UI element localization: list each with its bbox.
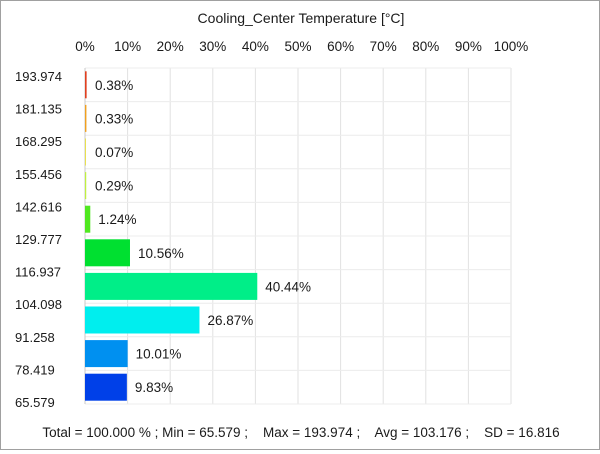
x-tick-label: 40% bbox=[242, 39, 269, 54]
data-label: 9.83% bbox=[135, 380, 173, 395]
bin-edge-label: 181.135 bbox=[15, 102, 62, 117]
bar bbox=[85, 172, 87, 200]
x-tick-label: 10% bbox=[114, 39, 141, 54]
bin-edge-label: 78.419 bbox=[15, 362, 55, 377]
x-tick-label: 30% bbox=[199, 39, 226, 54]
bar bbox=[85, 306, 200, 334]
x-tick-label: 100% bbox=[494, 39, 529, 54]
data-label: 0.29% bbox=[95, 179, 133, 194]
bar bbox=[85, 373, 127, 401]
data-label: 10.56% bbox=[138, 246, 184, 261]
data-label: 1.24% bbox=[98, 212, 136, 227]
x-tick-label: 70% bbox=[370, 39, 397, 54]
x-tick-labels: 0% 10% 20% 30% 40% 50% 60% 70% 80% 90% 100% bbox=[75, 39, 528, 54]
data-label: 0.33% bbox=[95, 111, 133, 126]
bin-edge-label: 116.937 bbox=[15, 265, 61, 280]
bar bbox=[85, 340, 128, 368]
x-tick-label: 50% bbox=[284, 39, 311, 54]
bin-edge-label: 142.616 bbox=[15, 199, 62, 214]
bars bbox=[85, 71, 258, 401]
x-tick-label: 0% bbox=[75, 39, 95, 54]
bar bbox=[85, 71, 87, 99]
bin-edge-label: 65.579 bbox=[15, 395, 55, 410]
data-labels: 0.38% 0.33% 0.07% 0.29% 1.24% 10.56% 40.44% 26.… bbox=[95, 78, 311, 395]
x-tick-label: 20% bbox=[157, 39, 184, 54]
chart-title: Cooling_Center Temperature [°C] bbox=[198, 10, 405, 26]
bar bbox=[85, 205, 91, 233]
y-bin-labels: 193.974 181.135 168.295 155.456 142.616 129.7… bbox=[15, 69, 62, 410]
x-tick-label: 60% bbox=[327, 39, 354, 54]
data-label: 0.07% bbox=[95, 145, 133, 160]
bar bbox=[85, 138, 86, 166]
bin-edge-label: 91.258 bbox=[15, 330, 55, 345]
summary-footer: Total = 100.000 % ; Min = 65.579 ; Max =… bbox=[42, 425, 559, 440]
data-label: 10.01% bbox=[136, 347, 182, 362]
data-label: 26.87% bbox=[207, 313, 253, 328]
x-tick-label: 90% bbox=[455, 39, 482, 54]
bin-edge-label: 168.295 bbox=[15, 134, 62, 149]
bin-edge-label: 104.098 bbox=[15, 297, 62, 312]
bin-edge-label: 129.777 bbox=[15, 232, 62, 247]
data-label: 40.44% bbox=[265, 279, 311, 294]
x-tick-label: 80% bbox=[412, 39, 439, 54]
bar bbox=[85, 104, 87, 132]
bar bbox=[85, 272, 258, 300]
data-label: 0.38% bbox=[95, 78, 133, 93]
bar bbox=[85, 239, 130, 267]
bin-edge-label: 193.974 bbox=[15, 69, 62, 84]
bin-edge-label: 155.456 bbox=[15, 167, 62, 182]
